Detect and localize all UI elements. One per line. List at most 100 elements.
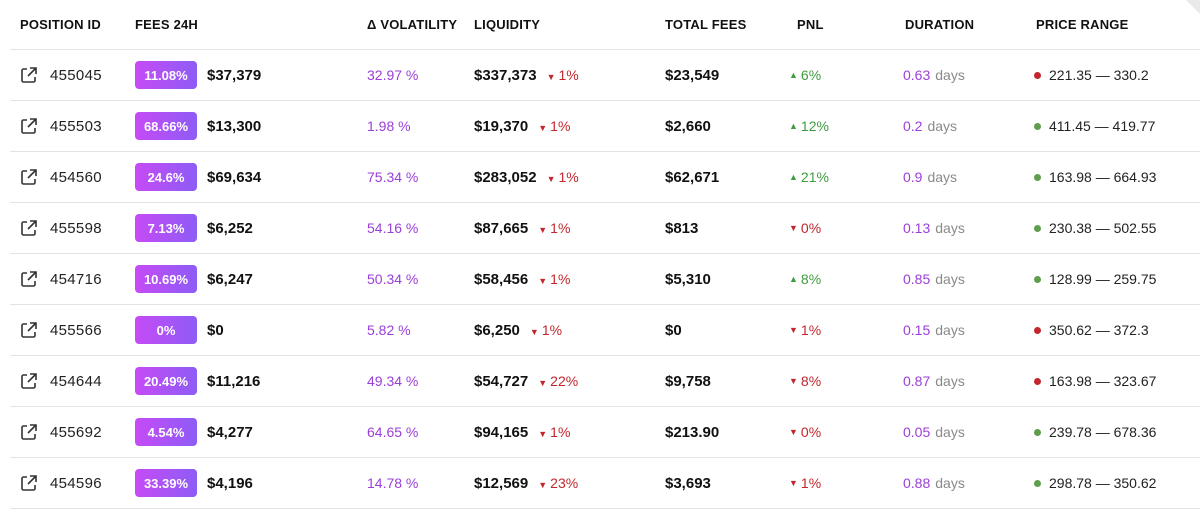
pnl-value: 0% <box>800 424 822 440</box>
position-id[interactable]: 454560 <box>50 168 102 186</box>
position-id[interactable]: 455503 <box>50 117 102 135</box>
external-link-icon[interactable] <box>20 219 38 237</box>
fee-24h-value: $13,300 <box>207 117 262 135</box>
position-id[interactable]: 455692 <box>50 423 102 441</box>
liquidity-value: $54,727 <box>474 372 529 390</box>
liquidity-cell: $283,052 ▼ 1% <box>474 152 579 202</box>
triangle-down-icon: ▼ <box>538 225 548 235</box>
volatility-value: 5.82 % <box>367 322 411 338</box>
external-link-icon[interactable] <box>20 321 38 339</box>
liquidity-cell: $94,165 ▼ 1% <box>474 407 570 457</box>
fees-24h-cell: 33.39% $4,196 <box>135 458 253 508</box>
volatility-cell: 32.97 % <box>367 50 418 100</box>
duration-unit: days <box>935 67 965 83</box>
pnl-cell: ▼ 8% <box>789 356 821 406</box>
duration-value: 0.9 <box>903 169 923 185</box>
triangle-down-icon: ▼ <box>789 223 798 233</box>
table-row: 455503 68.66% $13,300 1.98 % $19,370 ▼ 1% $2,66… <box>10 101 1200 152</box>
triangle-down-icon: ▼ <box>538 429 548 439</box>
liquidity-change-value: 1% <box>558 169 579 185</box>
position-id-cell: 454560 <box>20 152 102 202</box>
position-id-cell: 455692 <box>20 407 102 457</box>
triangle-down-icon: ▼ <box>789 478 798 488</box>
range-status-dot <box>1034 428 1041 436</box>
price-range-cell: 221.35 — 330.2 <box>1034 50 1149 100</box>
fees-24h-cell: 10.69% $6,247 <box>135 254 253 304</box>
triangle-down-icon: ▼ <box>529 327 539 337</box>
liquidity-value: $94,165 <box>474 423 529 441</box>
fee-percent-badge: 11.08% <box>135 61 197 89</box>
triangle-down-icon: ▼ <box>538 276 548 286</box>
liquidity-change-value: 1% <box>541 322 563 338</box>
duration-cell: 0.15 days <box>903 305 965 355</box>
duration-cell: 0.9 days <box>903 152 957 202</box>
position-id-cell: 455503 <box>20 101 102 151</box>
price-range-value: 298.78 — 350.62 <box>1049 475 1157 491</box>
position-id-cell: 455598 <box>20 203 102 253</box>
position-id[interactable]: 455045 <box>50 66 102 84</box>
total-fees-cell: $9,758 <box>665 356 711 406</box>
fee-24h-value: $37,379 <box>207 66 262 84</box>
liquidity-value: $6,250 <box>474 321 520 339</box>
price-range-cell: 163.98 — 323.67 <box>1034 356 1156 406</box>
duration-unit: days <box>927 118 958 134</box>
external-link-icon[interactable] <box>20 117 38 135</box>
duration-value: 0.13 <box>903 220 931 236</box>
liquidity-change-value: 22% <box>550 373 579 389</box>
liquidity-change-value: 1% <box>550 271 571 287</box>
fee-percent-badge: 4.54% <box>135 418 197 446</box>
position-id[interactable]: 454644 <box>50 372 102 390</box>
pnl-cell: ▲ 8% <box>789 254 821 304</box>
position-id[interactable]: 454716 <box>50 270 102 288</box>
liquidity-cell: $337,373 ▼ 1% <box>474 50 579 100</box>
volatility-value: 49.34 % <box>367 373 419 389</box>
positions-table: POSITION ID FEES 24H Δ VOLATILITY LIQUID… <box>10 0 1200 509</box>
liquidity-value: $19,370 <box>474 117 529 135</box>
header-volatility[interactable]: Δ VOLATILITY <box>367 17 458 32</box>
external-link-icon[interactable] <box>20 372 38 390</box>
external-link-icon[interactable] <box>20 168 38 186</box>
pnl-cell: ▼ 0% <box>789 203 821 253</box>
total-fees-cell: $23,549 <box>665 50 719 100</box>
table-row: 454716 10.69% $6,247 50.34 % $58,456 ▼ 1% $5,31… <box>10 254 1200 305</box>
range-status-dot <box>1034 479 1041 487</box>
total-fees-value: $0 <box>665 321 682 339</box>
total-fees-cell: $2,660 <box>665 101 711 151</box>
position-id[interactable]: 455598 <box>50 219 102 237</box>
fees-24h-cell: 20.49% $11,216 <box>135 356 260 406</box>
duration-cell: 0.87 days <box>903 356 965 406</box>
fee-24h-value: $4,196 <box>207 474 253 492</box>
duration-unit: days <box>935 424 965 440</box>
total-fees-value: $2,660 <box>665 117 711 135</box>
triangle-down-icon: ▼ <box>789 376 798 386</box>
liquidity-cell: $58,456 ▼ 1% <box>474 254 570 304</box>
header-liquidity[interactable]: LIQUIDITY <box>474 17 541 32</box>
header-total-fees[interactable]: TOTAL FEES <box>665 17 747 32</box>
fees-24h-cell: 4.54% $4,277 <box>135 407 253 457</box>
header-position-id[interactable]: POSITION ID <box>20 17 101 32</box>
fee-percent-badge: 10.69% <box>135 265 197 293</box>
total-fees-value: $5,310 <box>665 270 711 288</box>
duration-unit: days <box>927 169 958 185</box>
volatility-cell: 75.34 % <box>367 152 418 202</box>
table-row: 454560 24.6% $69,634 75.34 % $283,052 ▼ 1% $62,… <box>10 152 1200 203</box>
total-fees-cell: $813 <box>665 203 698 253</box>
header-price-range[interactable]: PRICE RANGE <box>1036 17 1129 32</box>
external-link-icon[interactable] <box>20 66 38 84</box>
position-id[interactable]: 455566 <box>50 321 102 339</box>
price-range-value: 239.78 — 678.36 <box>1049 424 1157 440</box>
external-link-icon[interactable] <box>20 270 38 288</box>
triangle-up-icon: ▲ <box>789 70 798 80</box>
table-row: 455598 7.13% $6,252 54.16 % $87,665 ▼ 1% $813 ▼ 0… <box>10 203 1200 254</box>
liquidity-change: ▼ 1% <box>538 220 570 236</box>
range-status-dot <box>1034 377 1041 385</box>
header-duration[interactable]: DURATION <box>905 17 975 32</box>
triangle-up-icon: ▲ <box>789 172 798 182</box>
external-link-icon[interactable] <box>20 423 38 441</box>
position-id[interactable]: 454596 <box>50 474 102 492</box>
header-fees-24h[interactable]: FEES 24H <box>135 17 199 32</box>
external-link-icon[interactable] <box>20 474 38 492</box>
header-pnl[interactable]: PNL <box>797 17 824 32</box>
fee-percent-badge: 24.6% <box>135 163 197 191</box>
price-range-value: 163.98 — 664.93 <box>1049 169 1157 185</box>
